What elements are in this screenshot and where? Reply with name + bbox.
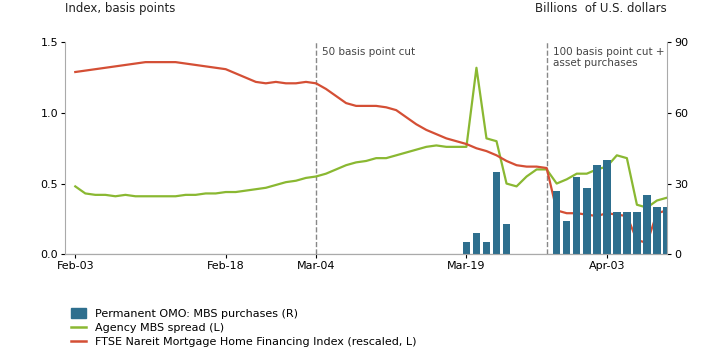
Bar	[623, 212, 631, 254]
Text: 50 basis point cut: 50 basis point cut	[322, 47, 415, 56]
Legend: Permanent OMO: MBS purchases (R), Agency MBS spread (L), FTSE Nareit Mortgage Ho: Permanent OMO: MBS purchases (R), Agency…	[71, 309, 417, 347]
Bar	[603, 160, 610, 254]
Bar	[553, 191, 560, 254]
Bar	[633, 212, 641, 254]
Bar	[593, 165, 600, 254]
Bar	[463, 243, 471, 254]
Bar	[483, 243, 490, 254]
Bar	[643, 195, 651, 254]
Bar	[653, 207, 660, 254]
Bar	[573, 176, 581, 254]
Text: 100 basis point cut +
asset purchases: 100 basis point cut + asset purchases	[552, 47, 664, 68]
Bar	[563, 221, 571, 254]
Bar	[663, 207, 671, 254]
Bar	[583, 188, 591, 254]
Text: Billions  of U.S. dollars: Billions of U.S. dollars	[535, 2, 667, 15]
Text: Index, basis points: Index, basis points	[65, 2, 175, 15]
Bar	[502, 223, 510, 254]
Bar	[473, 233, 480, 254]
Bar	[613, 212, 621, 254]
Bar	[493, 172, 500, 254]
